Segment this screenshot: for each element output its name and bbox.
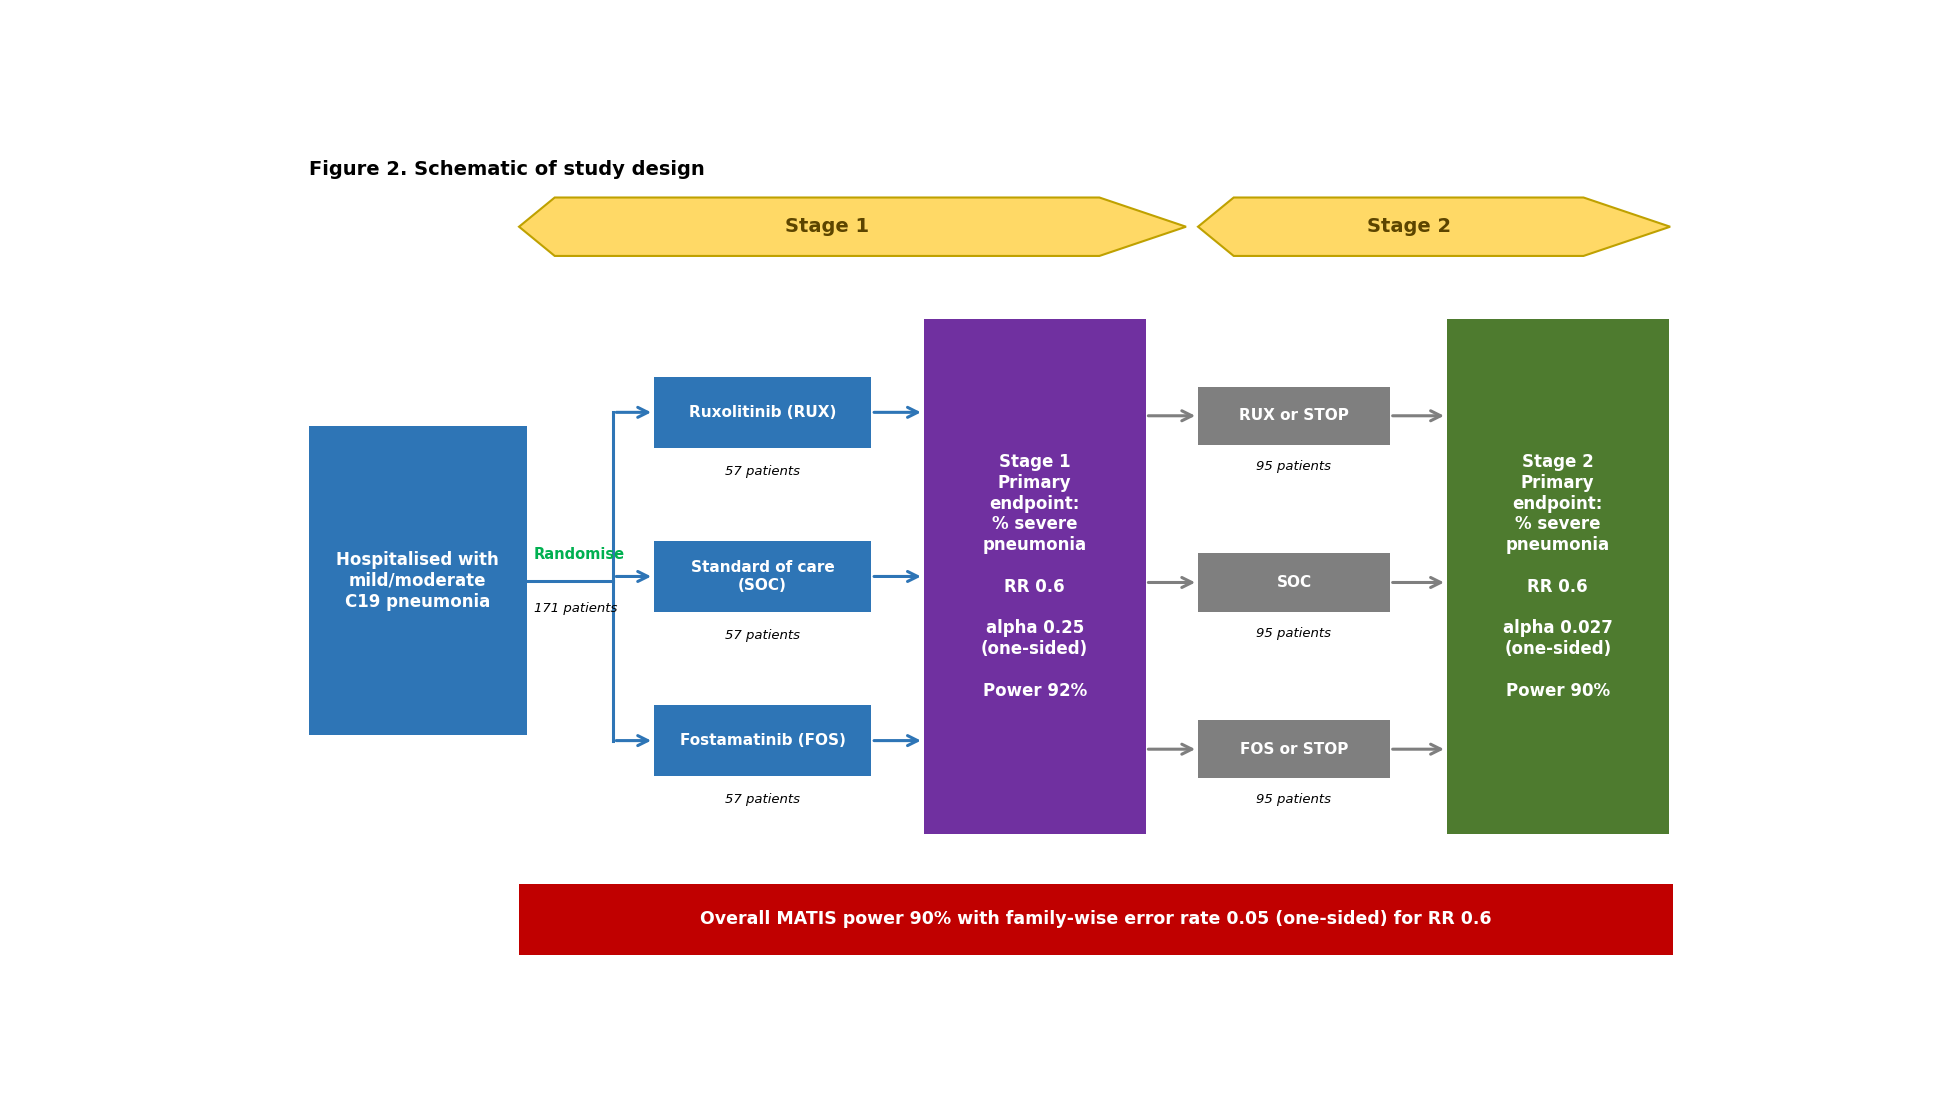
Bar — [1447, 319, 1669, 835]
Text: Stage 2
Primary
endpoint:
% severe
pneumonia

RR 0.6

alpha 0.027
(one-sided)

P: Stage 2 Primary endpoint: % severe pneum… — [1503, 453, 1613, 700]
Text: 95 patients: 95 patients — [1257, 627, 1331, 639]
Text: Figure 2. Schematic of study design: Figure 2. Schematic of study design — [309, 160, 706, 179]
Bar — [1197, 386, 1391, 445]
Text: RUX or STOP: RUX or STOP — [1240, 408, 1348, 423]
Text: Stage 1: Stage 1 — [785, 218, 868, 237]
Bar — [1197, 720, 1391, 779]
Text: FOS or STOP: FOS or STOP — [1240, 742, 1348, 757]
Text: Stage 2: Stage 2 — [1367, 218, 1450, 237]
Text: 95 patients: 95 patients — [1257, 793, 1331, 807]
Text: Ruxolitinib (RUX): Ruxolitinib (RUX) — [689, 405, 835, 420]
Bar — [654, 705, 872, 776]
Text: 57 patients: 57 patients — [725, 629, 801, 643]
Text: 95 patients: 95 patients — [1257, 460, 1331, 473]
Bar — [518, 884, 1673, 954]
Polygon shape — [518, 198, 1186, 256]
Bar — [654, 377, 872, 448]
Text: Stage 1
Primary
endpoint:
% severe
pneumonia

RR 0.6

alpha 0.25
(one-sided)

Po: Stage 1 Primary endpoint: % severe pneum… — [981, 453, 1089, 700]
Text: Fostamatinib (FOS): Fostamatinib (FOS) — [679, 733, 845, 748]
Text: 171 patients: 171 patients — [534, 603, 617, 615]
Polygon shape — [1197, 198, 1671, 256]
Bar — [654, 541, 872, 612]
Text: Randomise: Randomise — [534, 547, 625, 561]
Text: 57 patients: 57 patients — [725, 793, 801, 807]
Bar — [1197, 554, 1391, 612]
Bar — [309, 426, 526, 735]
Text: Overall MATIS power 90% with family-wise error rate 0.05 (one-sided) for RR 0.6: Overall MATIS power 90% with family-wise… — [700, 911, 1491, 929]
Text: SOC: SOC — [1276, 575, 1311, 590]
Text: 57 patients: 57 patients — [725, 465, 801, 478]
Bar — [924, 319, 1145, 835]
Text: Hospitalised with
mild/moderate
C19 pneumonia: Hospitalised with mild/moderate C19 pneu… — [337, 551, 499, 610]
Text: Standard of care
(SOC): Standard of care (SOC) — [690, 560, 834, 593]
